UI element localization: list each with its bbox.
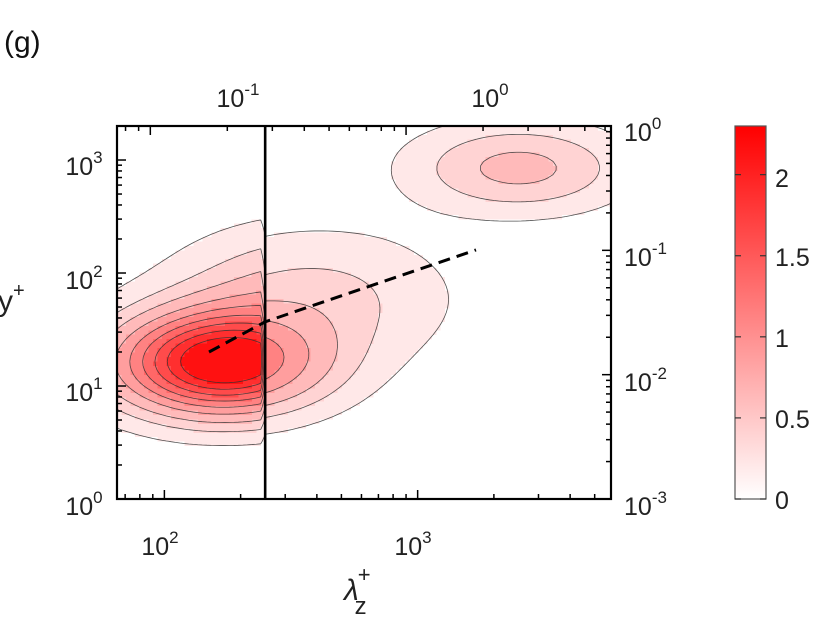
plot-frame [115, 124, 613, 501]
colorbar-tick-label-1.5: 1.5 [775, 244, 810, 272]
contour-band-8 [179, 339, 262, 384]
contour-line-0 [117, 126, 611, 446]
colorbar-ticks [735, 174, 766, 500]
right-tick-label-0.01: 10-2 [624, 364, 667, 397]
right-tick-label-0.001: 10-3 [624, 488, 667, 521]
dashed-trend-line [208, 248, 477, 354]
right-tick-label-1: 100 [624, 114, 661, 147]
axis-ticks [117, 125, 611, 500]
top-tick-label-1: 100 [471, 80, 508, 113]
x-tick-label-100: 102 [141, 528, 178, 561]
y-tick-label-1000: 103 [65, 148, 102, 181]
contour-line-6 [154, 322, 265, 396]
contour-line-7 [166, 329, 264, 390]
contour-layers [117, 126, 611, 447]
contour-line-8 [180, 337, 262, 384]
y-tick-label-1: 100 [65, 488, 102, 521]
x-tick-label-1000: 103 [394, 528, 431, 561]
colorbar-tick-label-1: 1 [775, 325, 789, 353]
y-tick-label-100: 102 [65, 262, 102, 295]
colorbar-tick-label-0.5: 0.5 [775, 406, 810, 434]
y-axis-label: y+ [0, 280, 25, 318]
colorbar [734, 125, 767, 500]
contour-line-2 [117, 151, 557, 423]
right-tick-label-0.1: 10-1 [624, 239, 667, 272]
colorbar-tick-label-0: 0 [775, 487, 789, 515]
y-tick-label-10: 101 [65, 374, 102, 407]
panel-label: (g) [4, 26, 41, 59]
x-axis-label: λ+ z [342, 562, 371, 620]
colorbar-tick-label-2: 2 [775, 165, 789, 193]
top-tick-label-0.1: 10-1 [217, 80, 260, 113]
contour-line-1 [117, 133, 600, 433]
